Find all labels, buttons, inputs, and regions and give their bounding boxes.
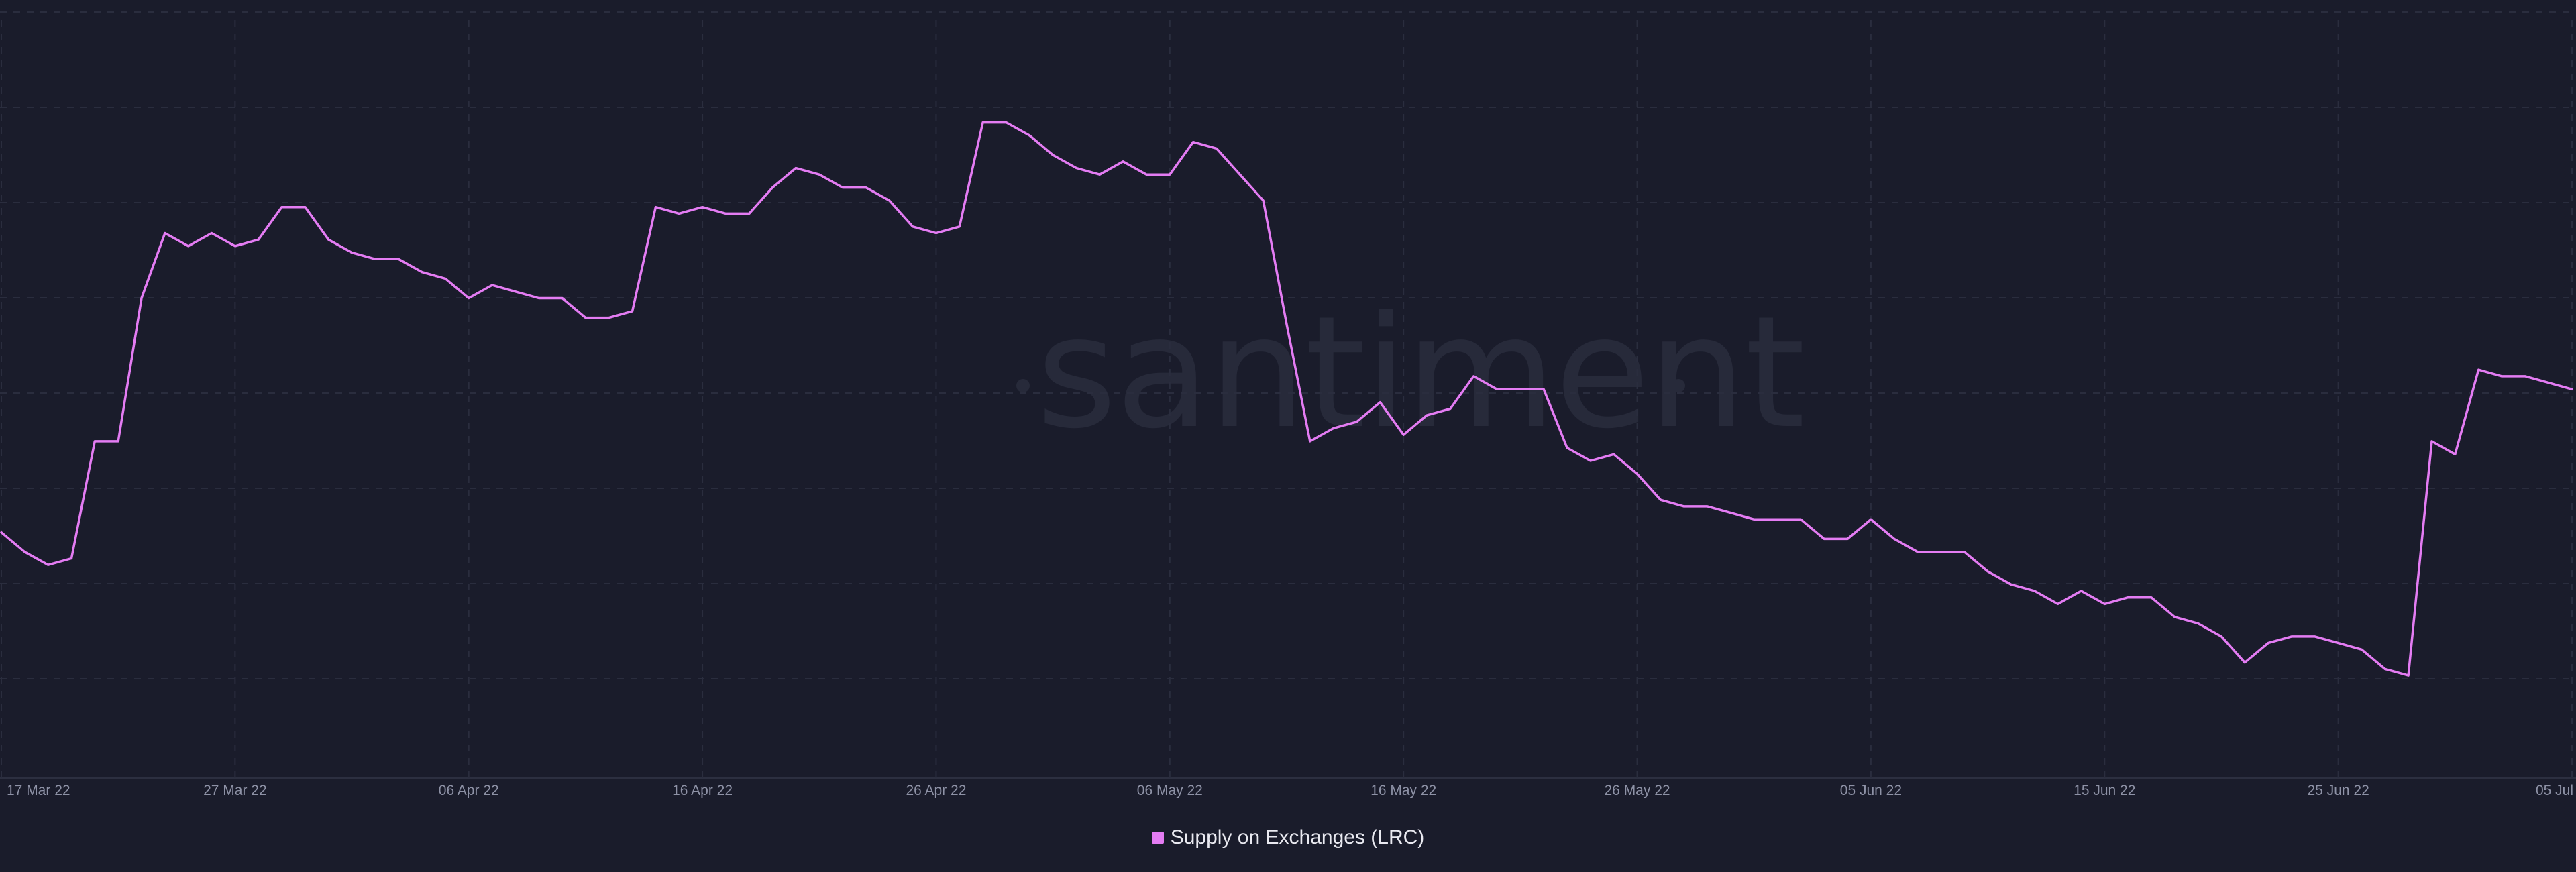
series-layer [0,121,2573,677]
x-tick-label: 06 May 22 [1137,783,1203,798]
x-axis-ticks: 17 Mar 22 27 Mar 22 06 Apr 22 16 Apr 22 26 A… [7,783,2573,798]
legend-label: Supply on Exchanges (LRC) [1170,826,1425,849]
watermark-dot-right [1672,379,1685,392]
legend-swatch [1151,832,1164,844]
x-tick-label: 15 Jun 22 [2074,783,2135,798]
x-tick-label: 26 Apr 22 [906,783,967,798]
x-tick-label: 17 Mar 22 [7,783,70,798]
watermark: santiment [1016,284,1805,463]
x-tick-label: 16 May 22 [1371,783,1436,798]
watermark-text: santiment [1036,284,1804,463]
grid [0,11,2576,779]
legend: Supply on Exchanges (LRC) [0,826,2576,849]
x-tick-label: 25 Jun 22 [2308,783,2369,798]
x-tick-label: 16 Apr 22 [672,783,733,798]
series-line-supply-on-exchanges [0,121,2573,677]
x-tick-label: 05 Jun 22 [1840,783,1902,798]
watermark-dot-left [1016,379,1030,392]
x-tick-label: 26 May 22 [1605,783,1670,798]
x-tick-label: 27 Mar 22 [203,783,267,798]
x-tick-label: 05 Jul [2536,783,2573,798]
x-tick-label: 06 Apr 22 [439,783,499,798]
